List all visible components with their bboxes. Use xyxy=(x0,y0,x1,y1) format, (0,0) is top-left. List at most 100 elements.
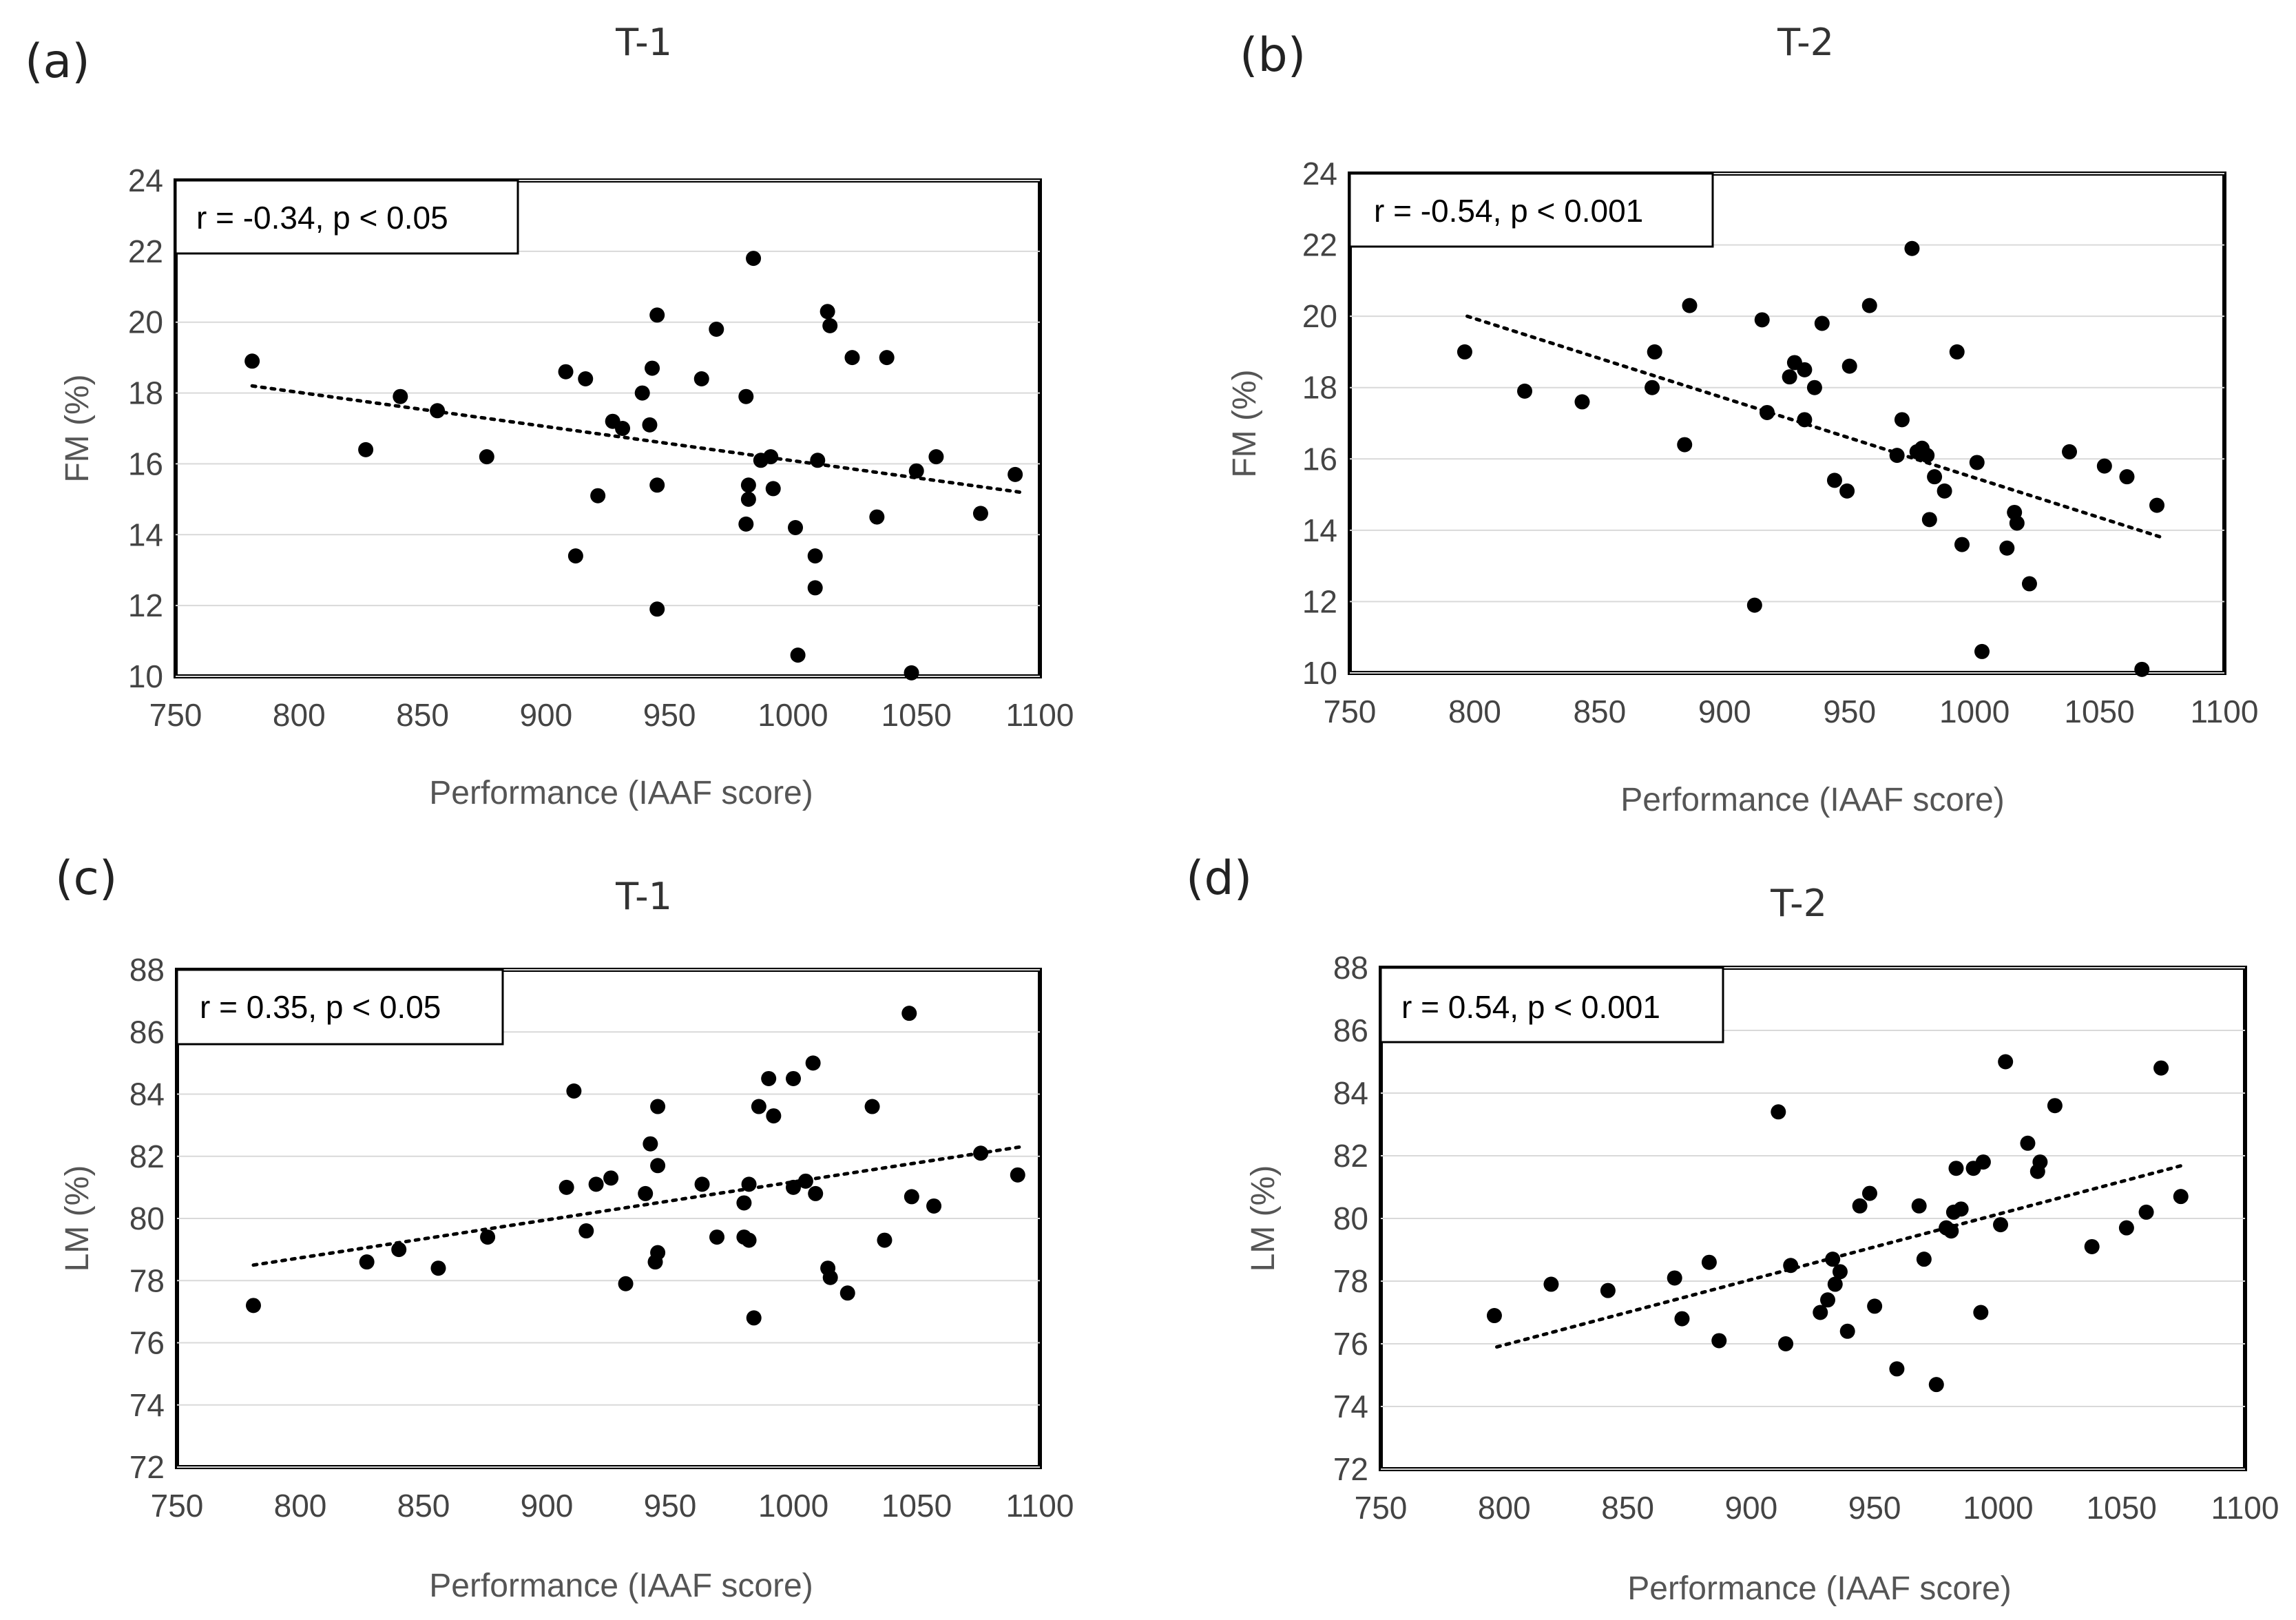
panel-b-ytick-label: 18 xyxy=(1302,370,1337,406)
panel-d-xtick-label: 750 xyxy=(1355,1490,1408,1526)
panel-a-data-point xyxy=(358,442,374,457)
panel-b-data-point xyxy=(1954,537,1970,552)
panel-d-data-point xyxy=(1827,1276,1843,1292)
panel-b-data-point xyxy=(2119,469,2135,485)
panel-d-data-point xyxy=(1948,1161,1964,1176)
panel-a-xtick-label: 800 xyxy=(273,697,326,733)
panel-d-data-point xyxy=(2020,1135,2036,1151)
panel-c-ytick-label: 80 xyxy=(129,1201,165,1236)
panel-d-data-point xyxy=(1861,1185,1877,1201)
panel-c-data-point xyxy=(588,1176,604,1192)
panel-d-data-point xyxy=(1839,1323,1855,1339)
panel-d-ytick-label: 80 xyxy=(1333,1201,1368,1236)
panel-b-xlabel: Performance (IAAF score) xyxy=(1620,782,2004,818)
panel-c-data-point xyxy=(1010,1167,1025,1183)
panel-c-letter: (c) xyxy=(55,851,117,906)
panel-d-data-point xyxy=(1813,1305,1828,1320)
panel-b-data-point xyxy=(1839,483,1855,499)
panel-a-data-point xyxy=(567,548,583,564)
panel-a-data-point xyxy=(810,453,826,468)
panel-b-data-point xyxy=(1904,240,1920,256)
panel-a-data-point xyxy=(738,516,754,532)
panel-d-data-point xyxy=(1783,1258,1799,1274)
panel-d-xtick-label: 850 xyxy=(1601,1490,1654,1526)
panel-a-data-point xyxy=(738,388,754,404)
panel-c-data-point xyxy=(391,1242,407,1258)
panel-d-data-point xyxy=(1711,1333,1727,1349)
panel-d-data-point xyxy=(2138,1204,2154,1220)
panel-a-xtick-label: 750 xyxy=(149,697,202,733)
panel-b-xtick-label: 950 xyxy=(1823,694,1876,729)
panel-d-plot-area: 72 74 76 78 80 82 84 86 88 750 800 850 900 950 1000 105… xyxy=(1333,950,2279,1526)
panel-d-title: T-2 xyxy=(1770,882,1827,925)
panel-d-data-point xyxy=(1973,1305,1989,1320)
panel-c-annotation: r = 0.35, p < 0.05 xyxy=(200,989,441,1025)
panel-b-trendline xyxy=(1465,314,2164,539)
panel-b-data-point xyxy=(1841,358,1857,374)
panel-c-data-point xyxy=(650,1099,666,1114)
panel-c-data-point xyxy=(904,1189,919,1205)
panel-a-data-point xyxy=(765,481,781,497)
panel-d-data-point xyxy=(1889,1361,1905,1377)
panel-a-data-point xyxy=(740,491,756,507)
panel-c-data-point xyxy=(822,1269,838,1285)
panel-c-data-point xyxy=(786,1070,801,1086)
panel-b-xtick-label: 900 xyxy=(1698,694,1751,729)
panel-c-data-point xyxy=(751,1099,766,1114)
panel-c-data-point xyxy=(559,1179,574,1195)
panel-b-data-point xyxy=(1999,540,2015,556)
panel-b-data-point xyxy=(1677,437,1693,453)
panel-a-trendline xyxy=(250,384,1022,495)
panel-b-ylabel: FM (%) xyxy=(1227,369,1263,477)
panel-c-data-point xyxy=(761,1070,777,1086)
panel-c-data-point xyxy=(638,1185,654,1201)
panel-c-data-point xyxy=(973,1145,989,1161)
panel-d-data-point xyxy=(1674,1311,1690,1327)
panel-c-data-point xyxy=(245,1298,261,1313)
panel-a-data-point xyxy=(879,350,895,366)
panel-a-data-point xyxy=(740,477,756,493)
panel-a-data-point xyxy=(645,360,660,376)
panel-c-ytick-label: 84 xyxy=(129,1077,165,1112)
panel-a-data-point xyxy=(807,548,823,564)
panel-d-xtick-label: 950 xyxy=(1848,1490,1901,1526)
panel-c-data-point xyxy=(805,1055,821,1071)
panel-b-data-point xyxy=(1974,643,1990,659)
panel-c-plot-area: 72 74 76 78 80 82 84 86 88 750 800 850 900 950 1000 105… xyxy=(129,952,1074,1524)
panel-b-data-point xyxy=(1814,315,1830,331)
panel-a-data-point xyxy=(822,318,838,333)
panel-a-data-point xyxy=(928,449,944,465)
panel-a-data-point xyxy=(790,647,806,663)
panel-d-data-point xyxy=(1820,1292,1836,1308)
panel-b-data-point xyxy=(1894,412,1910,428)
panel-d-data-point xyxy=(1832,1264,1848,1280)
panel-c-data-point xyxy=(643,1136,658,1152)
panel-d-data-point xyxy=(2032,1154,2048,1170)
panel-c-data-point xyxy=(746,1310,762,1326)
panel-d-ytick-label: 78 xyxy=(1333,1263,1368,1299)
panel-d-xtick-label: 1000 xyxy=(1963,1490,2033,1526)
panel-d-letter: (d) xyxy=(1186,851,1252,906)
panel-c-data-point xyxy=(741,1176,757,1192)
panel-a-xtick-label: 850 xyxy=(396,697,449,733)
panel-d-trendline xyxy=(1495,1163,2185,1349)
panel-c-xtick-label: 800 xyxy=(274,1488,327,1524)
panel-b-data-point xyxy=(1937,483,1952,499)
panel-b-data-point xyxy=(1919,448,1935,464)
panel-b-xtick-label: 800 xyxy=(1448,694,1501,729)
panel-a-data-point xyxy=(869,509,885,525)
panel-c-data-point xyxy=(808,1185,824,1201)
panel-b-data-point xyxy=(1797,412,1813,428)
panel-d-ytick-label: 88 xyxy=(1333,950,1368,986)
panel-d-data-point xyxy=(2084,1238,2100,1254)
panel-c-ytick-label: 86 xyxy=(129,1014,165,1050)
panel-b-data-point xyxy=(1517,383,1532,399)
panel-b-data-point xyxy=(1759,404,1775,420)
panel-b-data-point xyxy=(1457,344,1472,360)
panel-c-data-point xyxy=(650,1245,666,1260)
panel-a-data-point xyxy=(393,388,408,404)
panel-d-ytick-label: 74 xyxy=(1333,1389,1368,1424)
panel-a-xtick-label: 1100 xyxy=(1006,697,1074,733)
panel-a-data-point xyxy=(634,385,650,401)
